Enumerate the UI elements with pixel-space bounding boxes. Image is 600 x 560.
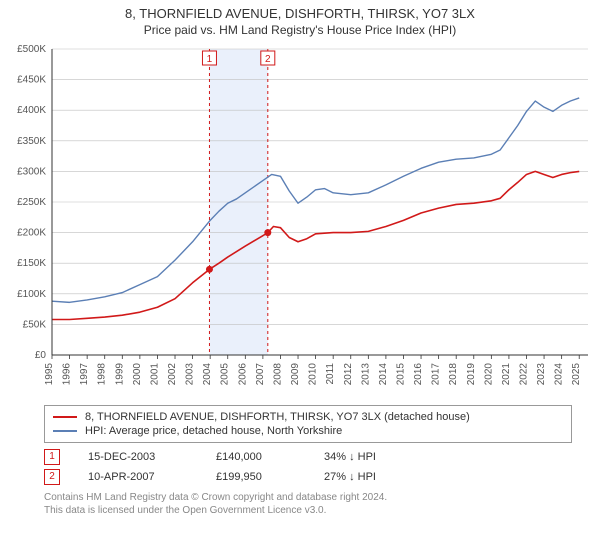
svg-text:2003: 2003 bbox=[185, 363, 196, 386]
svg-text:1997: 1997 bbox=[79, 363, 90, 386]
footer-line1: Contains HM Land Registry data © Crown c… bbox=[44, 491, 572, 504]
legend-label: 8, THORNFIELD AVENUE, DISHFORTH, THIRSK,… bbox=[85, 411, 470, 423]
title-line1: 8, THORNFIELD AVENUE, DISHFORTH, THIRSK,… bbox=[10, 6, 590, 21]
svg-text:1995: 1995 bbox=[44, 363, 55, 386]
svg-text:£100K: £100K bbox=[17, 289, 46, 300]
svg-text:2022: 2022 bbox=[518, 363, 529, 386]
title-line2: Price paid vs. HM Land Registry's House … bbox=[10, 23, 590, 37]
svg-text:2006: 2006 bbox=[237, 363, 248, 386]
chart-area: £0 £50K £100K £150K £200K £250K £300K £350K £400… bbox=[0, 39, 600, 399]
svg-text:2: 2 bbox=[265, 54, 271, 65]
chart-titles: 8, THORNFIELD AVENUE, DISHFORTH, THIRSK,… bbox=[0, 0, 600, 39]
svg-text:£50K: £50K bbox=[23, 319, 47, 330]
sale-marker: 2 bbox=[44, 469, 60, 485]
legend: 8, THORNFIELD AVENUE, DISHFORTH, THIRSK,… bbox=[44, 405, 572, 443]
svg-text:2002: 2002 bbox=[167, 363, 178, 386]
svg-text:£450K: £450K bbox=[17, 75, 46, 86]
svg-text:£250K: £250K bbox=[17, 197, 46, 208]
svg-text:£500K: £500K bbox=[17, 44, 46, 55]
sale-diff: 34% ↓ HPI bbox=[324, 451, 414, 463]
svg-text:£200K: £200K bbox=[17, 228, 46, 239]
svg-text:2009: 2009 bbox=[290, 363, 301, 386]
sale-price: £140,000 bbox=[216, 451, 296, 463]
svg-text:2015: 2015 bbox=[395, 363, 406, 386]
svg-text:2012: 2012 bbox=[343, 363, 354, 386]
sale-date: 15-DEC-2003 bbox=[88, 451, 188, 463]
sale-price: £199,950 bbox=[216, 471, 296, 483]
svg-text:1999: 1999 bbox=[114, 363, 125, 386]
legend-item: HPI: Average price, detached house, Nort… bbox=[53, 424, 563, 438]
sale-row: 1 15-DEC-2003 £140,000 34% ↓ HPI bbox=[44, 447, 572, 467]
sale-marker: 1 bbox=[44, 449, 60, 465]
svg-text:£150K: £150K bbox=[17, 258, 46, 269]
svg-text:2000: 2000 bbox=[132, 363, 143, 386]
svg-text:2021: 2021 bbox=[501, 363, 512, 386]
svg-text:2017: 2017 bbox=[431, 363, 442, 386]
svg-text:£350K: £350K bbox=[17, 136, 46, 147]
svg-text:2025: 2025 bbox=[571, 363, 582, 386]
svg-text:2024: 2024 bbox=[554, 363, 565, 386]
svg-text:2014: 2014 bbox=[378, 363, 389, 386]
svg-text:1996: 1996 bbox=[62, 363, 73, 386]
svg-text:£300K: £300K bbox=[17, 166, 46, 177]
svg-text:£0: £0 bbox=[35, 350, 47, 361]
svg-text:2023: 2023 bbox=[536, 363, 547, 386]
line-chart: £0 £50K £100K £150K £200K £250K £300K £350K £400… bbox=[0, 39, 600, 399]
svg-text:£400K: £400K bbox=[17, 105, 46, 116]
svg-text:1998: 1998 bbox=[97, 363, 108, 386]
svg-text:2011: 2011 bbox=[325, 363, 336, 385]
svg-text:2001: 2001 bbox=[149, 363, 160, 386]
footer-attribution: Contains HM Land Registry data © Crown c… bbox=[44, 491, 572, 517]
svg-text:2005: 2005 bbox=[220, 363, 231, 386]
footer-line2: This data is licensed under the Open Gov… bbox=[44, 504, 572, 517]
sale-diff: 27% ↓ HPI bbox=[324, 471, 414, 483]
sale-row: 2 10-APR-2007 £199,950 27% ↓ HPI bbox=[44, 467, 572, 487]
svg-text:2013: 2013 bbox=[360, 363, 371, 386]
svg-text:2018: 2018 bbox=[448, 363, 459, 386]
svg-text:2016: 2016 bbox=[413, 363, 424, 386]
svg-text:2008: 2008 bbox=[272, 363, 283, 386]
svg-text:2020: 2020 bbox=[483, 363, 494, 386]
svg-text:2010: 2010 bbox=[308, 363, 319, 386]
sale-date: 10-APR-2007 bbox=[88, 471, 188, 483]
legend-item: 8, THORNFIELD AVENUE, DISHFORTH, THIRSK,… bbox=[53, 410, 563, 424]
legend-swatch bbox=[53, 416, 77, 418]
svg-text:2007: 2007 bbox=[255, 363, 266, 386]
svg-text:2004: 2004 bbox=[202, 363, 213, 386]
svg-text:2019: 2019 bbox=[466, 363, 477, 386]
legend-swatch bbox=[53, 430, 77, 432]
svg-text:1: 1 bbox=[207, 54, 213, 65]
legend-label: HPI: Average price, detached house, Nort… bbox=[85, 425, 342, 437]
sales-table: 1 15-DEC-2003 £140,000 34% ↓ HPI 2 10-APR-200… bbox=[44, 447, 572, 487]
